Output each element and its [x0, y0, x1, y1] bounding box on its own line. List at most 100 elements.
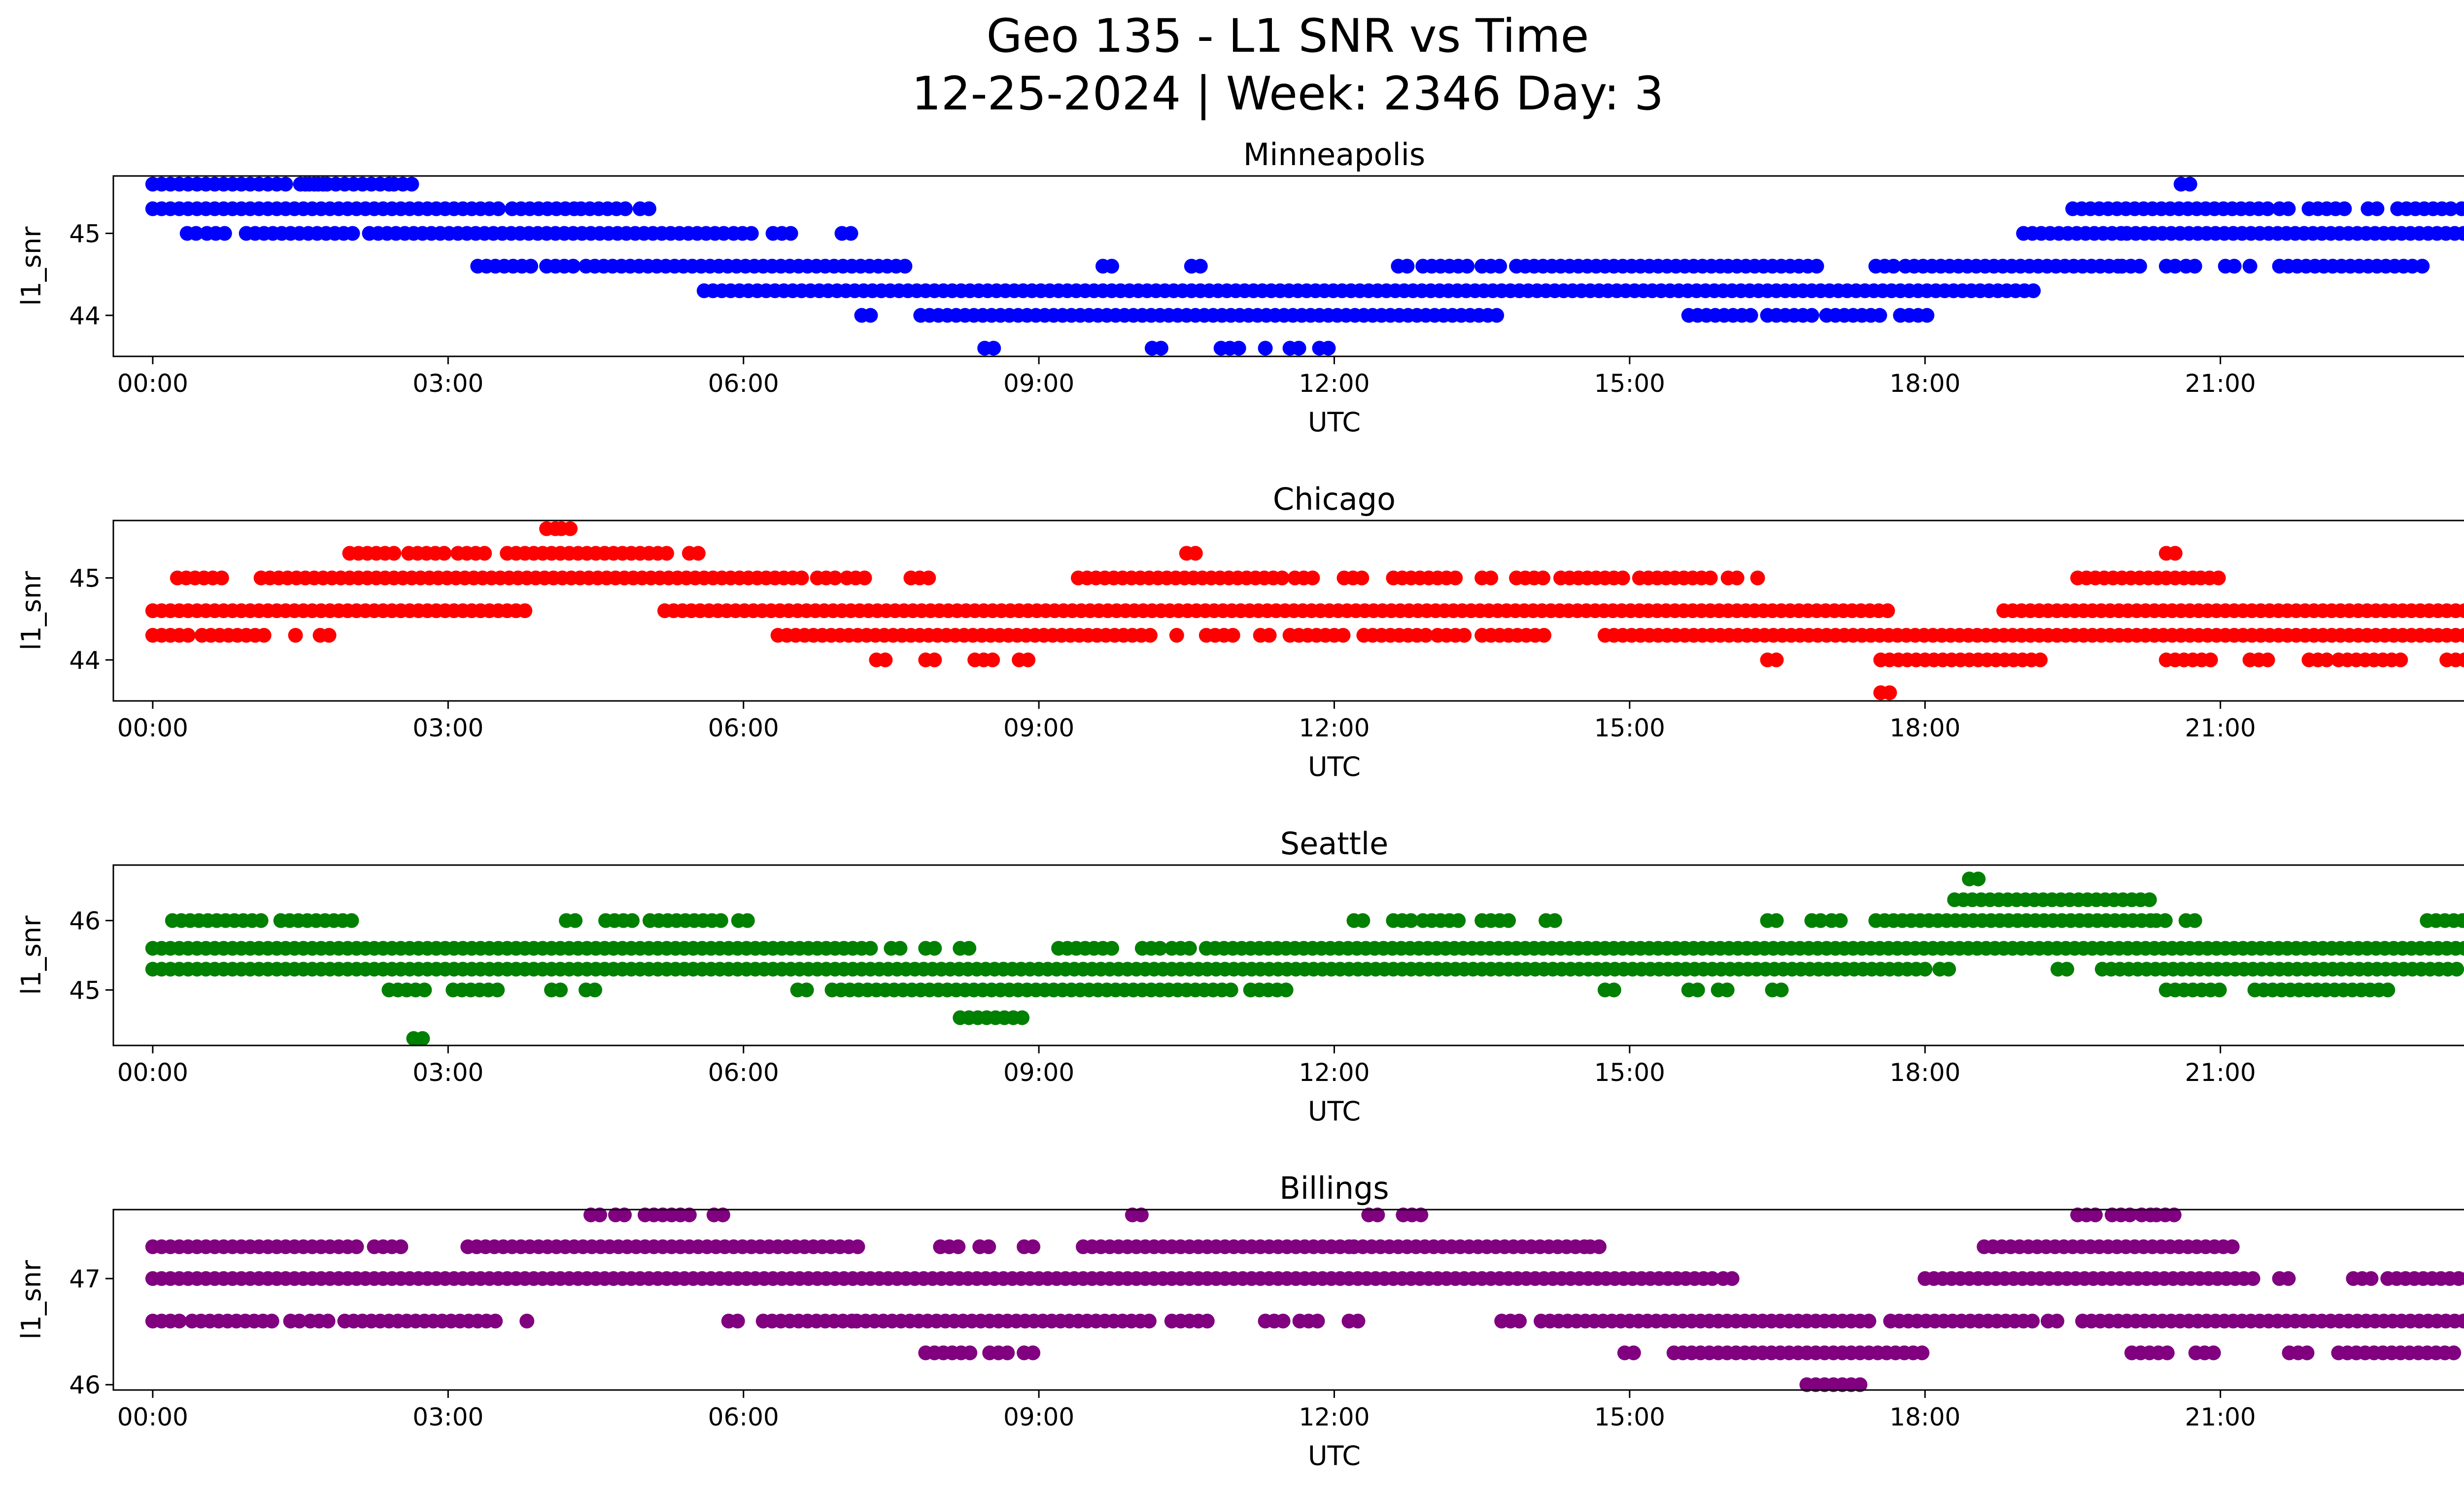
scatter-point [863, 308, 878, 323]
scatter-point [962, 1345, 978, 1360]
scatter-point [1750, 570, 1765, 586]
y-tick-label: 45 [69, 976, 101, 1005]
scatter-point [566, 259, 581, 274]
y-axis-label: l1_snr [16, 1260, 47, 1340]
x-tick-label: 09:00 [1003, 714, 1074, 742]
scatter-point [2380, 982, 2396, 998]
scatter-point [2460, 1272, 2464, 1286]
scatter-point [415, 1031, 430, 1046]
scatter-point [2026, 283, 2041, 298]
scatter-point [843, 226, 858, 241]
scatter-point [2456, 226, 2464, 241]
scatter-point [1489, 308, 1505, 323]
scatter-point [878, 652, 893, 667]
scatter-point [659, 546, 674, 561]
scatter-point [1537, 627, 1552, 643]
x-tick-label: 00:00 [117, 1403, 188, 1431]
scatter-point [393, 1239, 409, 1254]
scatter-point [1182, 940, 1197, 956]
scatter-points [145, 176, 2464, 356]
scatter-point [2211, 570, 2226, 586]
x-tick-label: 15:00 [1594, 369, 1665, 398]
scatter-point [1592, 1239, 1607, 1254]
subplot-3: Billings 00:00 03:00 06:00 09:00 12:00 15:00 18… [16, 1170, 2464, 1471]
scatter-point [2166, 1207, 2182, 1222]
x-tick-label: 12:00 [1299, 1058, 1369, 1087]
scatter-point [2242, 259, 2258, 274]
scatter-point [2167, 546, 2183, 561]
scatter-point [1231, 341, 1246, 356]
scatter-point [1492, 259, 1507, 274]
scatter-point [1335, 627, 1351, 643]
scatter-point [1547, 913, 1562, 928]
scatter-point [827, 570, 843, 586]
scatter-point [1305, 570, 1320, 586]
scatter-point [1321, 341, 1336, 356]
scatter-point [1026, 1239, 1041, 1254]
y-axis-label: l1_snr [16, 571, 47, 651]
scatter-point [2245, 1271, 2260, 1286]
scatter-point [2206, 1345, 2221, 1360]
scatter-point [1310, 1314, 1325, 1329]
subplot-0: Minneapolis 00:00 03:00 06:00 09:00 12:00 15:0… [16, 137, 2464, 438]
scatter-point [2050, 1314, 2064, 1329]
scatter-point [592, 1207, 607, 1222]
scatter-point [2059, 962, 2074, 977]
y-tick-label: 45 [69, 219, 101, 248]
scatter-point [1448, 570, 1463, 586]
scatter-point [2187, 913, 2202, 928]
subplot-title: Chicago [1273, 481, 1396, 517]
scatter-point [1626, 1345, 1641, 1360]
x-tick-label: 12:00 [1299, 369, 1369, 398]
scatter-point [2033, 652, 2048, 667]
scatter-point [690, 546, 706, 561]
scatter-point [1719, 982, 1735, 998]
scatter-point [1774, 982, 1789, 998]
scatter-point [2281, 201, 2296, 216]
scatter-point [927, 652, 942, 667]
scatter-point [2457, 940, 2464, 956]
scatter-point [1729, 570, 1745, 586]
scatter-points [145, 871, 2464, 1046]
scatter-point [2369, 201, 2385, 216]
x-tick-label: 09:00 [1003, 1058, 1074, 1087]
x-axis-label: UTC [1308, 751, 1361, 782]
x-axis-label: UTC [1308, 1096, 1361, 1127]
x-axis-label: UTC [1308, 407, 1361, 438]
scatter-point [921, 570, 936, 586]
scatter-point [1142, 627, 1158, 643]
scatter-point [1104, 259, 1119, 274]
scatter-point [1223, 982, 1238, 998]
scatter-point [553, 982, 568, 998]
scatter-point [2260, 201, 2275, 216]
scatter-point [2212, 982, 2227, 998]
scatter-point [1861, 1314, 1877, 1329]
subplot-title: Minneapolis [1243, 137, 1426, 173]
scatter-point [568, 913, 583, 928]
scatter-point [278, 176, 293, 192]
scatter-point [1152, 940, 1167, 956]
scatter-point [217, 226, 232, 241]
x-tick-label: 09:00 [1003, 369, 1074, 398]
x-tick-label: 00:00 [117, 714, 188, 742]
scatter-point [1193, 259, 1208, 274]
scatter-point [961, 940, 977, 956]
scatter-point [1274, 570, 1290, 586]
x-tick-label: 18:00 [1889, 1403, 1960, 1431]
scatter-point [1457, 627, 1472, 643]
x-tick-label: 18:00 [1889, 369, 1960, 398]
figure-title-line-1: Geo 135 - L1 SNR vs Time [987, 9, 1589, 63]
scatter-point [850, 1239, 865, 1254]
scatter-point [1941, 962, 1956, 977]
scatter-point [1872, 308, 1887, 323]
scatter-point [477, 546, 492, 561]
scatter-point [349, 1239, 364, 1254]
scatter-point [1971, 871, 1986, 887]
scatter-point [517, 603, 533, 618]
scatter-point [320, 1314, 336, 1329]
scatter-point [180, 627, 196, 643]
scatter-point [321, 627, 337, 643]
scatter-point [264, 1314, 279, 1329]
